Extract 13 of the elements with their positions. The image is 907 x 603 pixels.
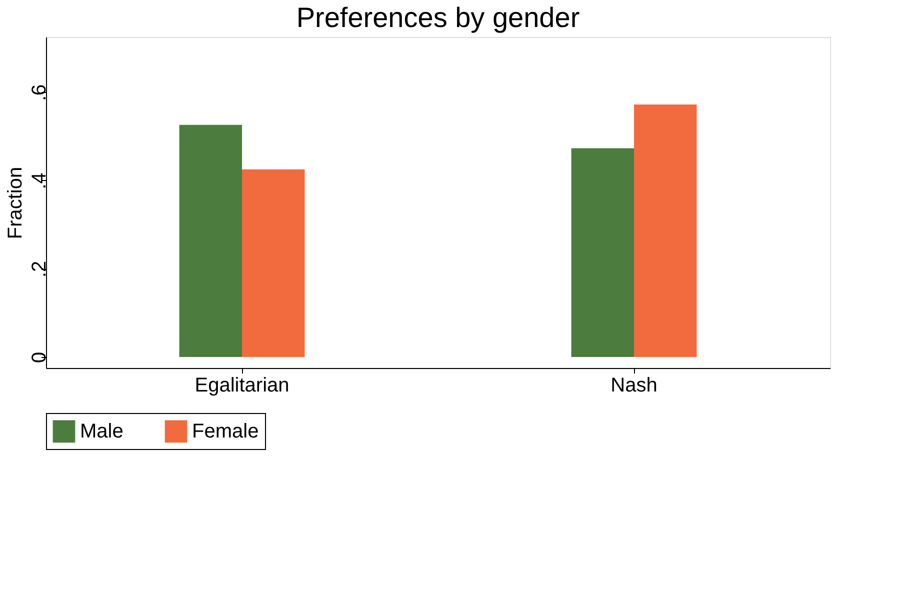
x-tick-label: Nash: [610, 374, 658, 396]
y-tick-label: .6: [28, 84, 50, 102]
y-axis-title: Fraction: [4, 166, 26, 240]
bar: [242, 169, 305, 357]
x-tick-label: Egalitarian: [194, 374, 290, 396]
legend-label: Male: [80, 420, 124, 442]
legend-label: Female: [192, 420, 259, 442]
chart-title: Preferences by gender: [296, 2, 580, 33]
y-tick-label: 0: [28, 352, 50, 364]
y-tick-label: .4: [28, 172, 50, 190]
bar: [571, 148, 634, 357]
bar: [179, 124, 242, 357]
bar: [634, 104, 697, 357]
